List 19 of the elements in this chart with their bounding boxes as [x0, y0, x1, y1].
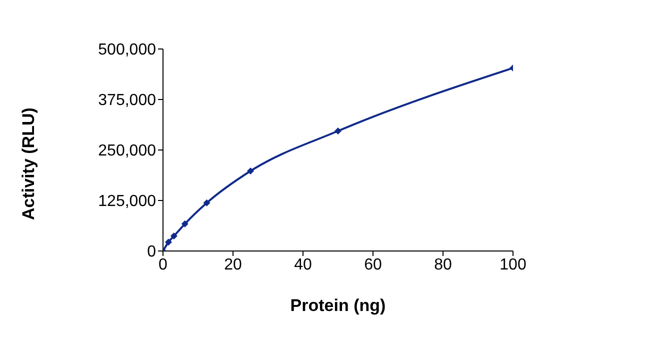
point — [247, 168, 254, 175]
x-axis-title: Protein (ng) — [290, 296, 386, 315]
y-tick-label: 500,000 — [98, 42, 156, 59]
point — [170, 232, 178, 240]
x-tick-label: 40 — [294, 256, 312, 274]
point — [203, 199, 210, 206]
x-tick-label: 0 — [158, 256, 168, 274]
point — [334, 128, 342, 135]
y-tick-label: 0 — [147, 244, 156, 261]
x-tick-label: 100 — [500, 256, 526, 274]
point — [164, 238, 172, 246]
y-tick-label: 250,000 — [98, 142, 156, 160]
x-tick-label: 80 — [434, 256, 452, 274]
y-axis-title: Activity (RLU) — [19, 108, 38, 220]
point — [181, 220, 188, 228]
x-tick-label: 60 — [364, 256, 382, 274]
x-tick-label: 20 — [224, 256, 242, 274]
y-tick-label: 375,000 — [98, 92, 156, 110]
y-tick-label: 125,000 — [98, 193, 156, 210]
